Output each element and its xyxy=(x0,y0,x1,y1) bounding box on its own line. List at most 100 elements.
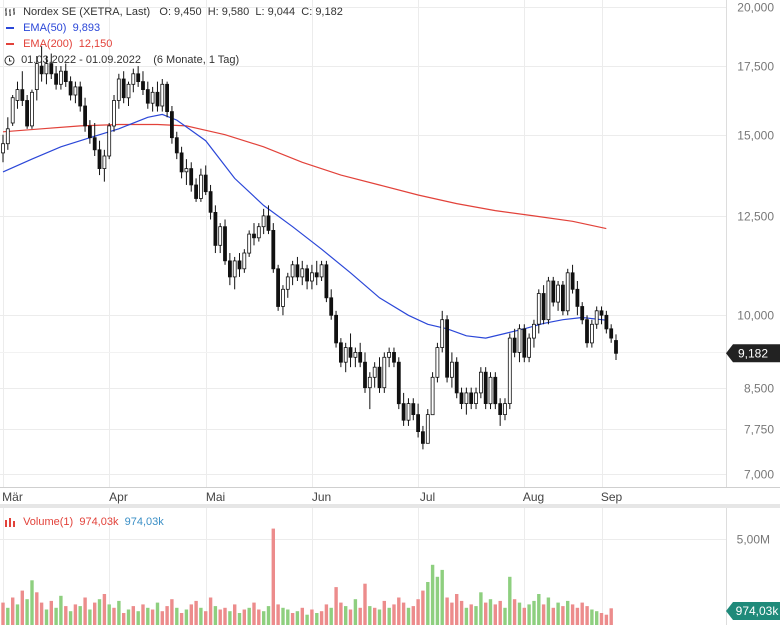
candle-body xyxy=(73,86,78,96)
candle-body xyxy=(227,260,232,278)
candle-body xyxy=(126,83,131,99)
candle-body xyxy=(507,337,512,405)
candle-body xyxy=(155,91,160,107)
candle xyxy=(401,392,406,426)
candle xyxy=(478,367,483,399)
candle-body xyxy=(232,260,237,278)
candle-body xyxy=(300,268,305,278)
candle xyxy=(92,123,97,157)
candle xyxy=(232,256,237,290)
candle-body xyxy=(30,91,34,127)
candle-body xyxy=(116,78,121,101)
candle-body xyxy=(435,347,440,378)
volume-bar xyxy=(599,613,604,625)
volume-bar xyxy=(590,609,594,625)
candle-body xyxy=(237,260,242,270)
candle xyxy=(261,208,266,235)
candle xyxy=(271,223,276,273)
month-label: Mai xyxy=(206,490,225,504)
candle-body xyxy=(281,288,285,307)
candle-body xyxy=(469,392,474,404)
candle-body xyxy=(503,403,507,416)
candle-body xyxy=(392,351,396,363)
candle xyxy=(160,78,165,112)
candle-body xyxy=(459,392,464,404)
volume-bar xyxy=(64,606,68,625)
candle xyxy=(1,134,5,163)
ema200-line xyxy=(2,123,607,230)
candle xyxy=(305,264,310,290)
candle xyxy=(131,68,136,93)
candle-body xyxy=(541,293,546,321)
candle xyxy=(88,120,92,144)
volume-bar xyxy=(208,597,213,625)
volume-bar xyxy=(570,604,575,625)
last-price-tag xyxy=(726,344,780,363)
candle xyxy=(517,324,522,363)
candle-body xyxy=(44,63,49,75)
candle xyxy=(300,260,305,286)
volume-bar xyxy=(556,602,560,625)
volume-bar xyxy=(290,613,295,625)
ema50-legend: EMA(50) 9,893 xyxy=(4,22,100,34)
period-line: 01.03.2022 - 01.09.2022 (6 Monate, 1 Tag… xyxy=(4,54,239,66)
volume-bar xyxy=(30,580,34,625)
volume-bar xyxy=(146,607,150,625)
value-tags: 9,182 974,03k xyxy=(726,344,780,620)
month-label: Jul xyxy=(420,490,435,504)
candle-body xyxy=(367,376,372,389)
volume-bar xyxy=(39,602,44,625)
candle-body xyxy=(483,371,488,405)
candle xyxy=(242,249,247,273)
candle-body xyxy=(536,293,541,325)
volume-bar xyxy=(585,606,589,625)
price-tick-label: 20,000 xyxy=(737,1,774,15)
candle xyxy=(449,352,454,388)
volume-bar xyxy=(401,602,406,625)
candle-body xyxy=(551,280,556,303)
candle-body xyxy=(522,328,527,358)
candle xyxy=(68,76,73,101)
volume-bar xyxy=(175,607,179,625)
candle-body xyxy=(189,168,194,186)
volume-value-red: 974,03k xyxy=(79,516,119,528)
ema50-value: 9,893 xyxy=(72,22,101,34)
volume-bar xyxy=(126,609,131,625)
volume-bar xyxy=(368,606,372,625)
volume-bar xyxy=(455,594,459,625)
volume-bar xyxy=(59,595,63,625)
candle xyxy=(338,338,343,368)
axis-labels: 20,000 17,500 15,000 12,500 10,000 8,500 7,750… xyxy=(737,1,775,547)
candle xyxy=(145,81,150,109)
candle-body xyxy=(131,73,136,85)
candle xyxy=(227,253,232,286)
candle-body xyxy=(454,361,459,394)
volume-bar xyxy=(1,602,5,625)
candle xyxy=(556,281,560,311)
candle-body xyxy=(387,351,392,358)
volume-bar xyxy=(271,528,275,625)
volume-bar xyxy=(78,606,82,625)
candle xyxy=(78,81,83,112)
candle-body xyxy=(276,268,281,307)
candle xyxy=(464,387,469,415)
candle xyxy=(44,56,49,85)
candle xyxy=(392,347,396,368)
candle-body xyxy=(59,70,63,85)
candle xyxy=(218,223,223,254)
volume-bar xyxy=(493,604,497,625)
candle xyxy=(425,409,430,444)
volume-bar xyxy=(315,613,319,625)
candle xyxy=(290,260,295,286)
candle xyxy=(387,347,392,368)
volume-bar xyxy=(223,607,227,625)
candle xyxy=(416,403,421,438)
candle xyxy=(136,66,141,87)
candle xyxy=(112,94,116,132)
candle-body xyxy=(102,155,107,170)
candle-body xyxy=(198,174,203,199)
candle-body xyxy=(575,288,580,307)
candle xyxy=(121,71,126,104)
candle-body xyxy=(25,100,30,127)
candle xyxy=(256,223,261,242)
